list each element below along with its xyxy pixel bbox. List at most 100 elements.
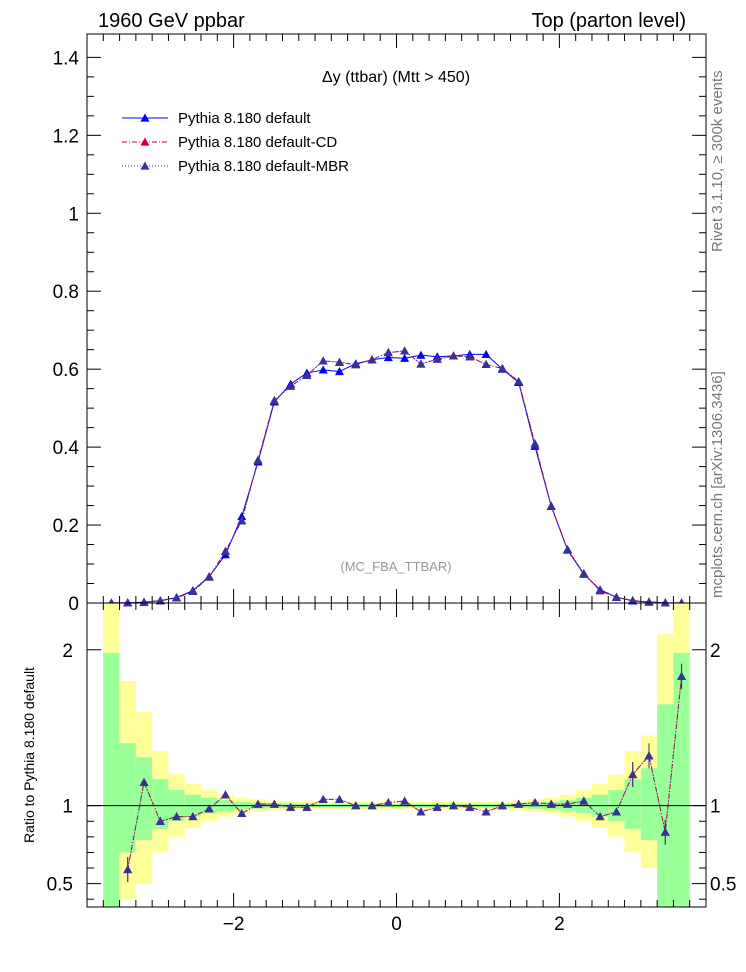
main-point-2 — [123, 598, 133, 607]
ratio-point-1 — [449, 801, 459, 810]
ratio-point-1 — [367, 801, 377, 810]
ratio-point-1 — [481, 807, 491, 816]
main-point-2 — [449, 351, 459, 360]
ratio-xtick-label: −2 — [223, 914, 245, 935]
ratio-point-1 — [400, 796, 410, 805]
main-ytick-label: 0 — [68, 594, 79, 615]
main-point-2 — [253, 455, 263, 464]
main-ytick-label: 1.4 — [53, 48, 80, 69]
ratio-xtick-label: 2 — [554, 914, 565, 935]
main-point-2 — [432, 354, 442, 363]
main-point-2 — [318, 356, 328, 365]
main-point-2 — [367, 355, 377, 364]
ratio-point-1 — [286, 802, 296, 811]
ratio-ylabel: Ratio to Pythia 8.180 default — [21, 667, 37, 843]
main-point-2 — [172, 593, 182, 602]
main-point-2 — [220, 546, 230, 555]
ratio-point-1 — [546, 799, 556, 808]
ratio-point-1 — [611, 807, 621, 816]
ratio-point-1 — [383, 798, 393, 807]
main-point-2 — [416, 359, 426, 368]
main-point-2 — [383, 348, 393, 357]
ratio-point-1 — [334, 794, 344, 804]
ratio-point-1 — [497, 801, 507, 810]
main-point-2 — [188, 586, 198, 596]
ratio-point-1 — [530, 798, 540, 807]
main-point-2 — [139, 597, 149, 606]
ratio-point-1 — [628, 769, 638, 779]
main-point-2 — [334, 357, 344, 366]
ratio-point-1 — [253, 799, 263, 808]
main-point-2 — [660, 598, 670, 607]
ratio-point-1 — [123, 865, 133, 874]
rivet-label: Rivet 3.1.10, ≥ 300k events — [709, 70, 726, 252]
ratio-point-1 — [220, 790, 230, 799]
ratio-frame — [86, 602, 707, 908]
main-ytick-label: 1.2 — [53, 126, 79, 147]
main-point-0 — [400, 353, 410, 362]
band-inner — [152, 779, 169, 830]
main-ytick-label: 1 — [68, 204, 79, 225]
band-inner — [119, 743, 136, 853]
main-ytick-label: 0.4 — [53, 438, 80, 459]
main-point-2 — [155, 596, 165, 605]
ratio-point-1 — [677, 671, 687, 680]
main-point-2 — [497, 364, 507, 373]
legend: Pythia 8.180 default Pythia 8.180 default… — [122, 110, 349, 175]
band-inner — [673, 652, 690, 907]
main-point-0 — [237, 511, 247, 521]
main-point-2 — [302, 370, 312, 379]
main-point-2 — [579, 568, 589, 578]
ratio-point-1 — [139, 777, 149, 786]
main-point-2 — [514, 376, 524, 386]
watermark: (MC_FBA_TTBAR) — [340, 559, 451, 574]
main-point-2 — [465, 352, 475, 361]
main-ytick-label: 0.8 — [53, 282, 79, 303]
main-point-2 — [400, 346, 410, 355]
ratio-point-1 — [351, 801, 361, 810]
main-point-2 — [351, 360, 361, 369]
band-inner — [640, 768, 658, 840]
main-point-2 — [530, 439, 540, 448]
ratio-point-1 — [302, 802, 312, 811]
main-point-2 — [628, 595, 638, 605]
ratio-ytick-label-right: 0.5 — [710, 875, 736, 896]
main-point-2 — [546, 501, 556, 510]
ratio-series-line-0 — [127, 676, 683, 870]
ratio-xtick-label: 0 — [391, 914, 402, 935]
legend-marker — [140, 137, 150, 146]
legend-marker — [140, 113, 150, 122]
main-panel: 0 0.2 0.4 0.6 0.8 1 1.2 1.4 — [53, 33, 707, 615]
ratio-point-1 — [172, 812, 182, 821]
ratio-ytick-label-left: 2 — [62, 641, 73, 662]
main-point-0 — [481, 349, 491, 358]
legend-label: Pythia 8.180 default-CD — [178, 134, 337, 151]
ratio-ytick-label-left: 1 — [62, 797, 73, 818]
ratio-panel: 0.5 0.5 1 1 2 2 −2 0 2 — [47, 602, 736, 935]
legend-label: Pythia 8.180 default-MBR — [178, 158, 349, 175]
main-ytick-label: 0.6 — [53, 360, 79, 381]
ratio-point-1 — [595, 812, 605, 821]
ratio-point-1 — [432, 802, 442, 811]
ratio-point-1 — [416, 807, 426, 816]
main-ytick-label: 0.2 — [53, 516, 79, 537]
ratio-point-1 — [204, 804, 214, 813]
ratio-point-1 — [188, 812, 198, 821]
main-point-0 — [318, 365, 328, 374]
band-inner — [624, 779, 641, 830]
ratio-ytick-label-right: 1 — [710, 797, 721, 818]
main-point-2 — [286, 381, 296, 390]
ratio-point-1 — [644, 751, 654, 760]
main-point-0 — [416, 350, 426, 359]
main-point-2 — [563, 544, 573, 554]
ratio-point-1 — [660, 827, 670, 836]
band-inner — [135, 757, 153, 840]
mcplots-label: mcplots.cern.ch [arXiv:1306.3436] — [709, 371, 726, 598]
ratio-point-1 — [318, 794, 328, 804]
ratio-point-1 — [514, 799, 524, 808]
main-point-2 — [595, 586, 605, 595]
main-point-2 — [611, 592, 621, 601]
header-right: Top (parton level) — [531, 10, 686, 32]
ratio-point-1 — [465, 802, 475, 811]
main-point-0 — [383, 352, 393, 362]
